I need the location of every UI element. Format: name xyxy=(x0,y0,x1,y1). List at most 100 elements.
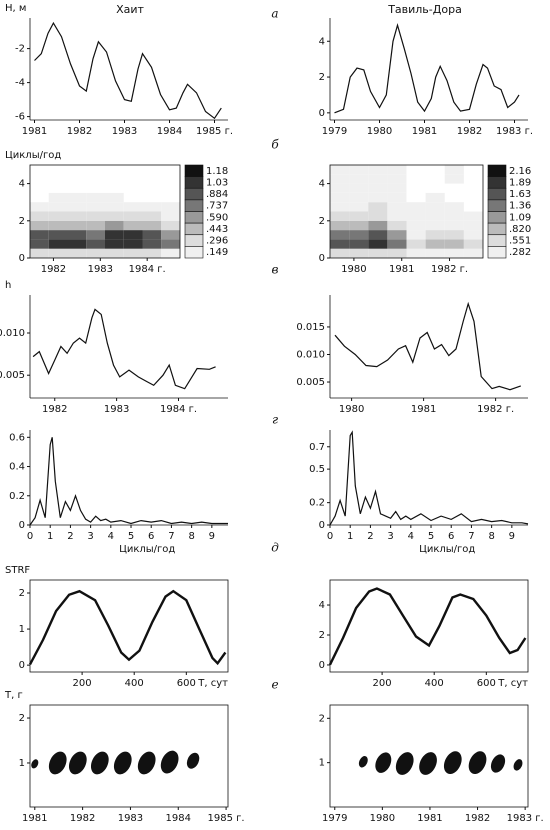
x-tick-label: 1983 xyxy=(104,404,129,415)
heat-cell xyxy=(387,220,407,231)
heat-cell xyxy=(387,165,407,175)
x-tick-label: 1981 xyxy=(417,813,442,824)
heat-cell xyxy=(425,202,445,212)
y-tick-label: 2 xyxy=(319,713,325,724)
x-tick-label: 600 xyxy=(177,678,196,689)
x-tick-label: 400 xyxy=(425,678,444,689)
colorbar-label: .820 xyxy=(509,224,531,235)
x-tick-label: 1980 xyxy=(367,126,392,137)
heat-cell xyxy=(67,211,87,221)
heat-cell xyxy=(123,230,143,240)
blob xyxy=(375,752,392,773)
heat-cell xyxy=(349,202,369,212)
x-tick-label: 1984 г. xyxy=(160,404,197,415)
heat-cell xyxy=(406,211,426,221)
heat-cell xyxy=(105,202,124,212)
x-tick-label: 1979 xyxy=(322,813,347,824)
blob xyxy=(468,751,487,775)
x-tick-label: 3 xyxy=(87,531,93,542)
heat-cell xyxy=(86,248,105,258)
y-tick-label: 2 xyxy=(19,713,25,724)
x-tick-label: 2 xyxy=(67,531,73,542)
heat-cell xyxy=(30,202,49,212)
colorbar-swatch xyxy=(487,187,507,201)
heat-cell xyxy=(349,174,369,184)
colorbar-label: .149 xyxy=(206,247,228,258)
heat-cell xyxy=(142,248,162,258)
y-tick-label: 2 xyxy=(319,72,325,83)
y-tick-label: 0 xyxy=(319,253,325,264)
colorbar-label: 1.89 xyxy=(509,177,531,188)
y-tick-label: 0.2 xyxy=(309,498,325,509)
heat-cell xyxy=(444,211,464,221)
y-tick-label: 0 xyxy=(319,520,325,531)
heat-cell xyxy=(161,211,180,221)
x-tick-label: 1982 xyxy=(67,126,92,137)
heat-cell xyxy=(142,220,162,231)
heat-cell xyxy=(406,239,426,249)
y-tick-label: 0.010 xyxy=(296,349,325,360)
heat-cell xyxy=(406,230,426,240)
blob xyxy=(31,759,39,769)
heat-cell xyxy=(48,248,68,258)
x-tick-label: 1982 xyxy=(457,126,482,137)
x-tick-label: 1982 xyxy=(465,813,490,824)
heat-cell xyxy=(330,165,350,175)
heat-cell xyxy=(86,211,105,221)
heat-cell xyxy=(123,220,143,231)
colorbar-swatch xyxy=(487,199,507,212)
colorbar-swatch xyxy=(184,199,204,212)
heat-cell xyxy=(425,220,445,231)
heat-cell xyxy=(425,192,445,203)
x-tick-label: 7 xyxy=(168,531,174,542)
panel-letter: б xyxy=(271,138,279,152)
x-tick-label: 1982 г. xyxy=(477,404,514,415)
heat-cell xyxy=(387,248,407,258)
heat-cell xyxy=(105,230,124,240)
heat-cell xyxy=(105,239,124,249)
heat-cell xyxy=(330,202,350,212)
data-line xyxy=(34,21,222,120)
heat-cell xyxy=(105,220,124,231)
heat-cell xyxy=(105,211,124,221)
heat-cell xyxy=(161,220,180,231)
blob xyxy=(358,756,368,768)
heat-cell xyxy=(161,248,180,258)
colorbar-swatch xyxy=(487,246,507,259)
x-tick-label: 1984 xyxy=(166,813,191,824)
y-axis-label: STRF xyxy=(5,565,30,576)
data-line xyxy=(28,589,227,666)
heat-cell xyxy=(142,230,162,240)
blob xyxy=(490,754,506,773)
heat-cell xyxy=(463,230,483,240)
colorbar-label: .884 xyxy=(206,189,228,200)
x-tick-label: 8 xyxy=(488,531,494,542)
heat-cell xyxy=(406,248,426,258)
blob xyxy=(68,751,87,775)
x-tick-label: 1981 xyxy=(22,813,47,824)
x-tick-label: 200 xyxy=(373,678,392,689)
y-tick-label: 1 xyxy=(19,624,25,635)
colorbar-swatch xyxy=(184,187,204,201)
y-tick-label: 1 xyxy=(19,758,25,769)
heat-cell xyxy=(368,183,388,193)
colorbar-label: 1.36 xyxy=(509,201,531,212)
y-tick-label: 0 xyxy=(19,520,25,531)
x-tick-label: 1981 xyxy=(411,404,436,415)
colorbar-label: 1.03 xyxy=(206,177,228,188)
x-tick-label: 1981 xyxy=(389,264,414,275)
blob xyxy=(419,752,437,775)
heat-cell xyxy=(330,183,350,193)
heat-cell xyxy=(67,230,87,240)
y-tick-label: 0 xyxy=(19,253,25,264)
x-tick-label: 1981 xyxy=(22,126,47,137)
heat-cell xyxy=(349,230,369,240)
heat-cell xyxy=(161,230,180,240)
y-tick-label: 4 xyxy=(19,179,25,190)
y-tick-label: -2 xyxy=(15,44,25,55)
x-tick-label: 1985 г. xyxy=(196,126,233,137)
x-tick-label: 5 xyxy=(128,531,134,542)
heat-cell xyxy=(48,230,68,240)
x-tick-label: 2 xyxy=(367,531,373,542)
heat-cell xyxy=(406,202,426,212)
